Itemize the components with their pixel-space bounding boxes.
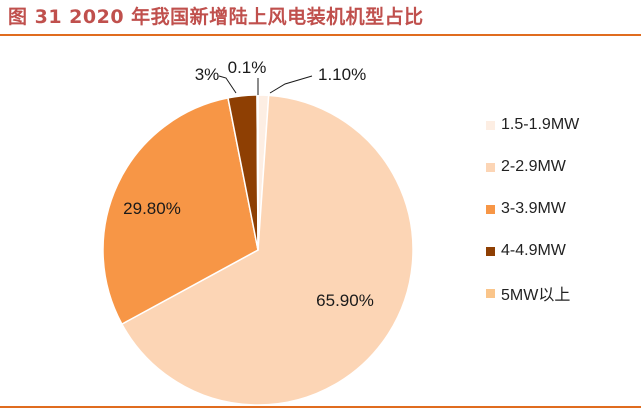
data-label: 65.90% <box>316 291 374 310</box>
legend-swatch <box>486 204 495 214</box>
legend-item: 2-2.9MW <box>486 146 636 188</box>
legend-item: 1.5-1.9MW <box>486 104 636 146</box>
legend-label: 1.5-1.9MW <box>501 116 580 133</box>
legend-item: 4-4.9MW <box>486 230 636 272</box>
pie-slice <box>102 97 259 326</box>
legend-label: 5MW以上 <box>501 287 571 304</box>
legend-swatch <box>486 288 495 298</box>
legend: 1.5-1.9MW 2-2.9MW 3-3.9MW 4-4.9MW 5MW以上 <box>486 104 636 314</box>
legend-swatch <box>486 246 495 256</box>
data-label: 1.10% <box>318 65 366 84</box>
legend-item: 3-3.9MW <box>486 188 636 230</box>
data-label: 0.1% <box>228 58 267 77</box>
leader-line <box>269 75 313 94</box>
legend-item: 5MW以上 <box>486 272 636 314</box>
legend-label: 2-2.9MW <box>501 158 566 175</box>
legend-label: 3-3.9MW <box>501 200 566 217</box>
pie-slice <box>256 94 259 251</box>
data-label: 3% <box>195 65 220 84</box>
legend-swatch <box>486 120 495 130</box>
title-divider <box>0 34 641 36</box>
pie-slice <box>120 94 414 406</box>
bottom-divider <box>0 406 641 408</box>
leader-line <box>218 75 237 94</box>
legend-swatch <box>486 162 495 172</box>
data-label: 29.80% <box>123 199 181 218</box>
figure-title: 图 31 2020 年我国新增陆上风电装机机型占比 <box>8 6 424 28</box>
legend-label: 4-4.9MW <box>501 242 566 259</box>
